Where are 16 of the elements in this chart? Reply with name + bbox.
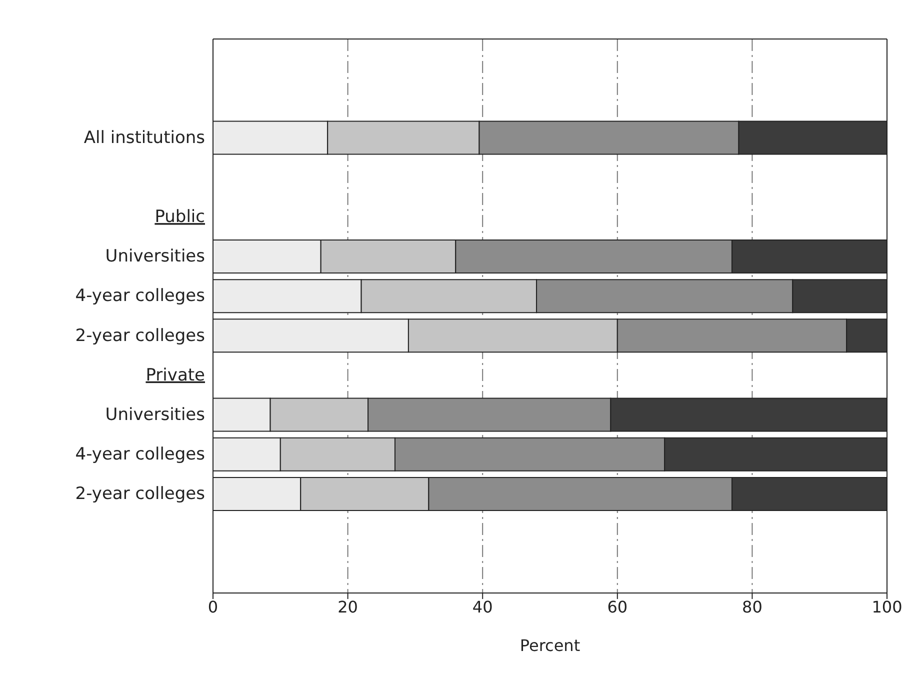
y-tick-label: 2-year colleges: [75, 484, 206, 504]
x-tick-label: 0: [208, 597, 218, 616]
y-tick-label: 4-year colleges: [75, 286, 206, 306]
x-tick-label: 80: [742, 597, 762, 616]
y-tick-label: Private: [146, 365, 205, 386]
x-tick-label: 40: [472, 597, 493, 616]
y-tick-label: Public: [154, 207, 205, 228]
y-tick-label: All institutions: [84, 128, 206, 148]
y-tick-label: Universities: [105, 246, 206, 267]
y-tick-label: 4-year colleges: [75, 444, 206, 464]
x-tick-label: 100: [872, 597, 902, 616]
y-tick-label: Universities: [105, 404, 206, 425]
x-tick-label: 20: [338, 597, 358, 616]
y-tick-label: 2-year colleges: [75, 326, 206, 346]
x-axis-title: Percent: [520, 636, 580, 655]
x-tick-label: 60: [607, 597, 628, 616]
